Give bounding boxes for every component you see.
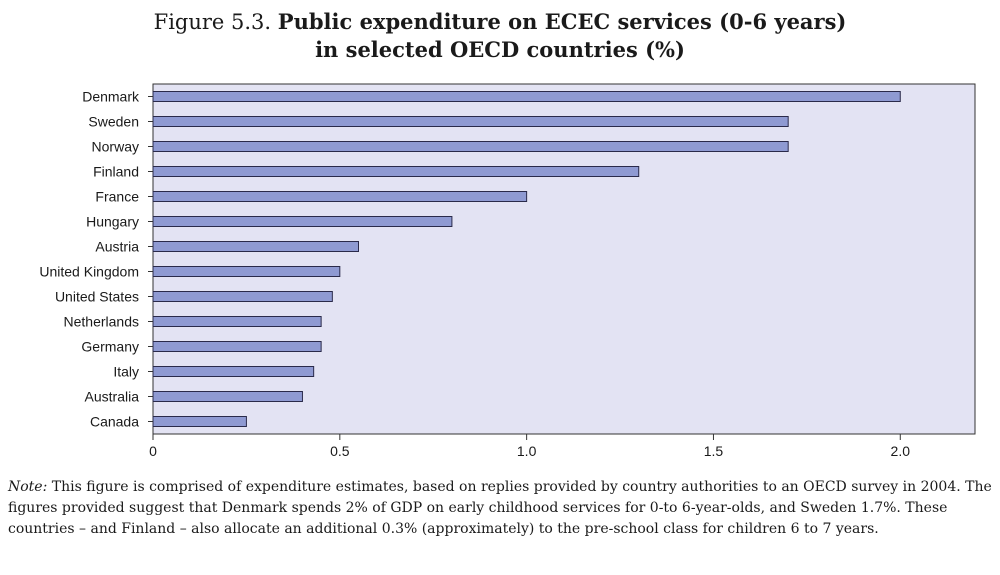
- y-tick-label: Denmark: [82, 89, 140, 105]
- x-tick-label: 1.0: [517, 443, 537, 459]
- y-tick-label: Germany: [81, 339, 139, 355]
- x-tick-label: 0: [149, 443, 157, 459]
- y-tick-label: United States: [55, 289, 139, 305]
- y-tick-label: Canada: [90, 414, 139, 430]
- bar-denmark: [152, 91, 901, 102]
- chart-note: Note: This figure is comprised of expend…: [8, 477, 993, 540]
- x-tick-label: 0.5: [330, 443, 350, 459]
- bar-netherlands: [152, 316, 322, 327]
- bar-norway: [152, 141, 789, 152]
- y-tick-label: Norway: [92, 139, 139, 155]
- x-tick-label: 1.5: [704, 443, 724, 459]
- bar-united-states: [152, 291, 333, 302]
- bar-sweden: [152, 116, 789, 127]
- x-tick-label: 2.0: [891, 443, 911, 459]
- note-label: Note:: [8, 479, 48, 495]
- y-tick-label: United Kingdom: [39, 264, 139, 280]
- y-tick-label: Finland: [93, 164, 139, 180]
- bar-italy: [152, 366, 315, 377]
- bar-australia: [152, 391, 303, 402]
- bar-germany: [152, 341, 322, 352]
- bar-canada: [152, 416, 247, 427]
- y-tick-label: Sweden: [88, 114, 139, 130]
- title-line-1: Figure 5.3. Public expenditure on ECEC s…: [0, 8, 1000, 36]
- chart-title: Figure 5.3. Public expenditure on ECEC s…: [0, 8, 1000, 63]
- title-text-1: Public expenditure on ECEC services (0-6…: [277, 9, 847, 34]
- title-line-2: in selected OECD countries (%): [315, 37, 685, 62]
- y-tick-label: Netherlands: [64, 314, 140, 330]
- y-tick-label: Hungary: [86, 214, 139, 230]
- figure-label: Figure 5.3.: [153, 10, 272, 34]
- bar-france: [152, 191, 528, 202]
- note-text: This figure is comprised of expenditure …: [8, 479, 992, 537]
- bar-hungary: [152, 216, 453, 227]
- y-tick-label: France: [95, 189, 139, 205]
- bar-finland: [152, 166, 640, 177]
- plot-area: [152, 83, 976, 435]
- y-tick-label: Austria: [95, 239, 139, 255]
- bar-austria: [152, 241, 359, 252]
- bar-united-kingdom: [152, 266, 341, 277]
- y-tick-label: Italy: [113, 364, 139, 380]
- bar-chart: Denmark Sweden Norway Finland France Hungary A…: [39, 83, 976, 459]
- y-tick-label: Australia: [85, 389, 140, 405]
